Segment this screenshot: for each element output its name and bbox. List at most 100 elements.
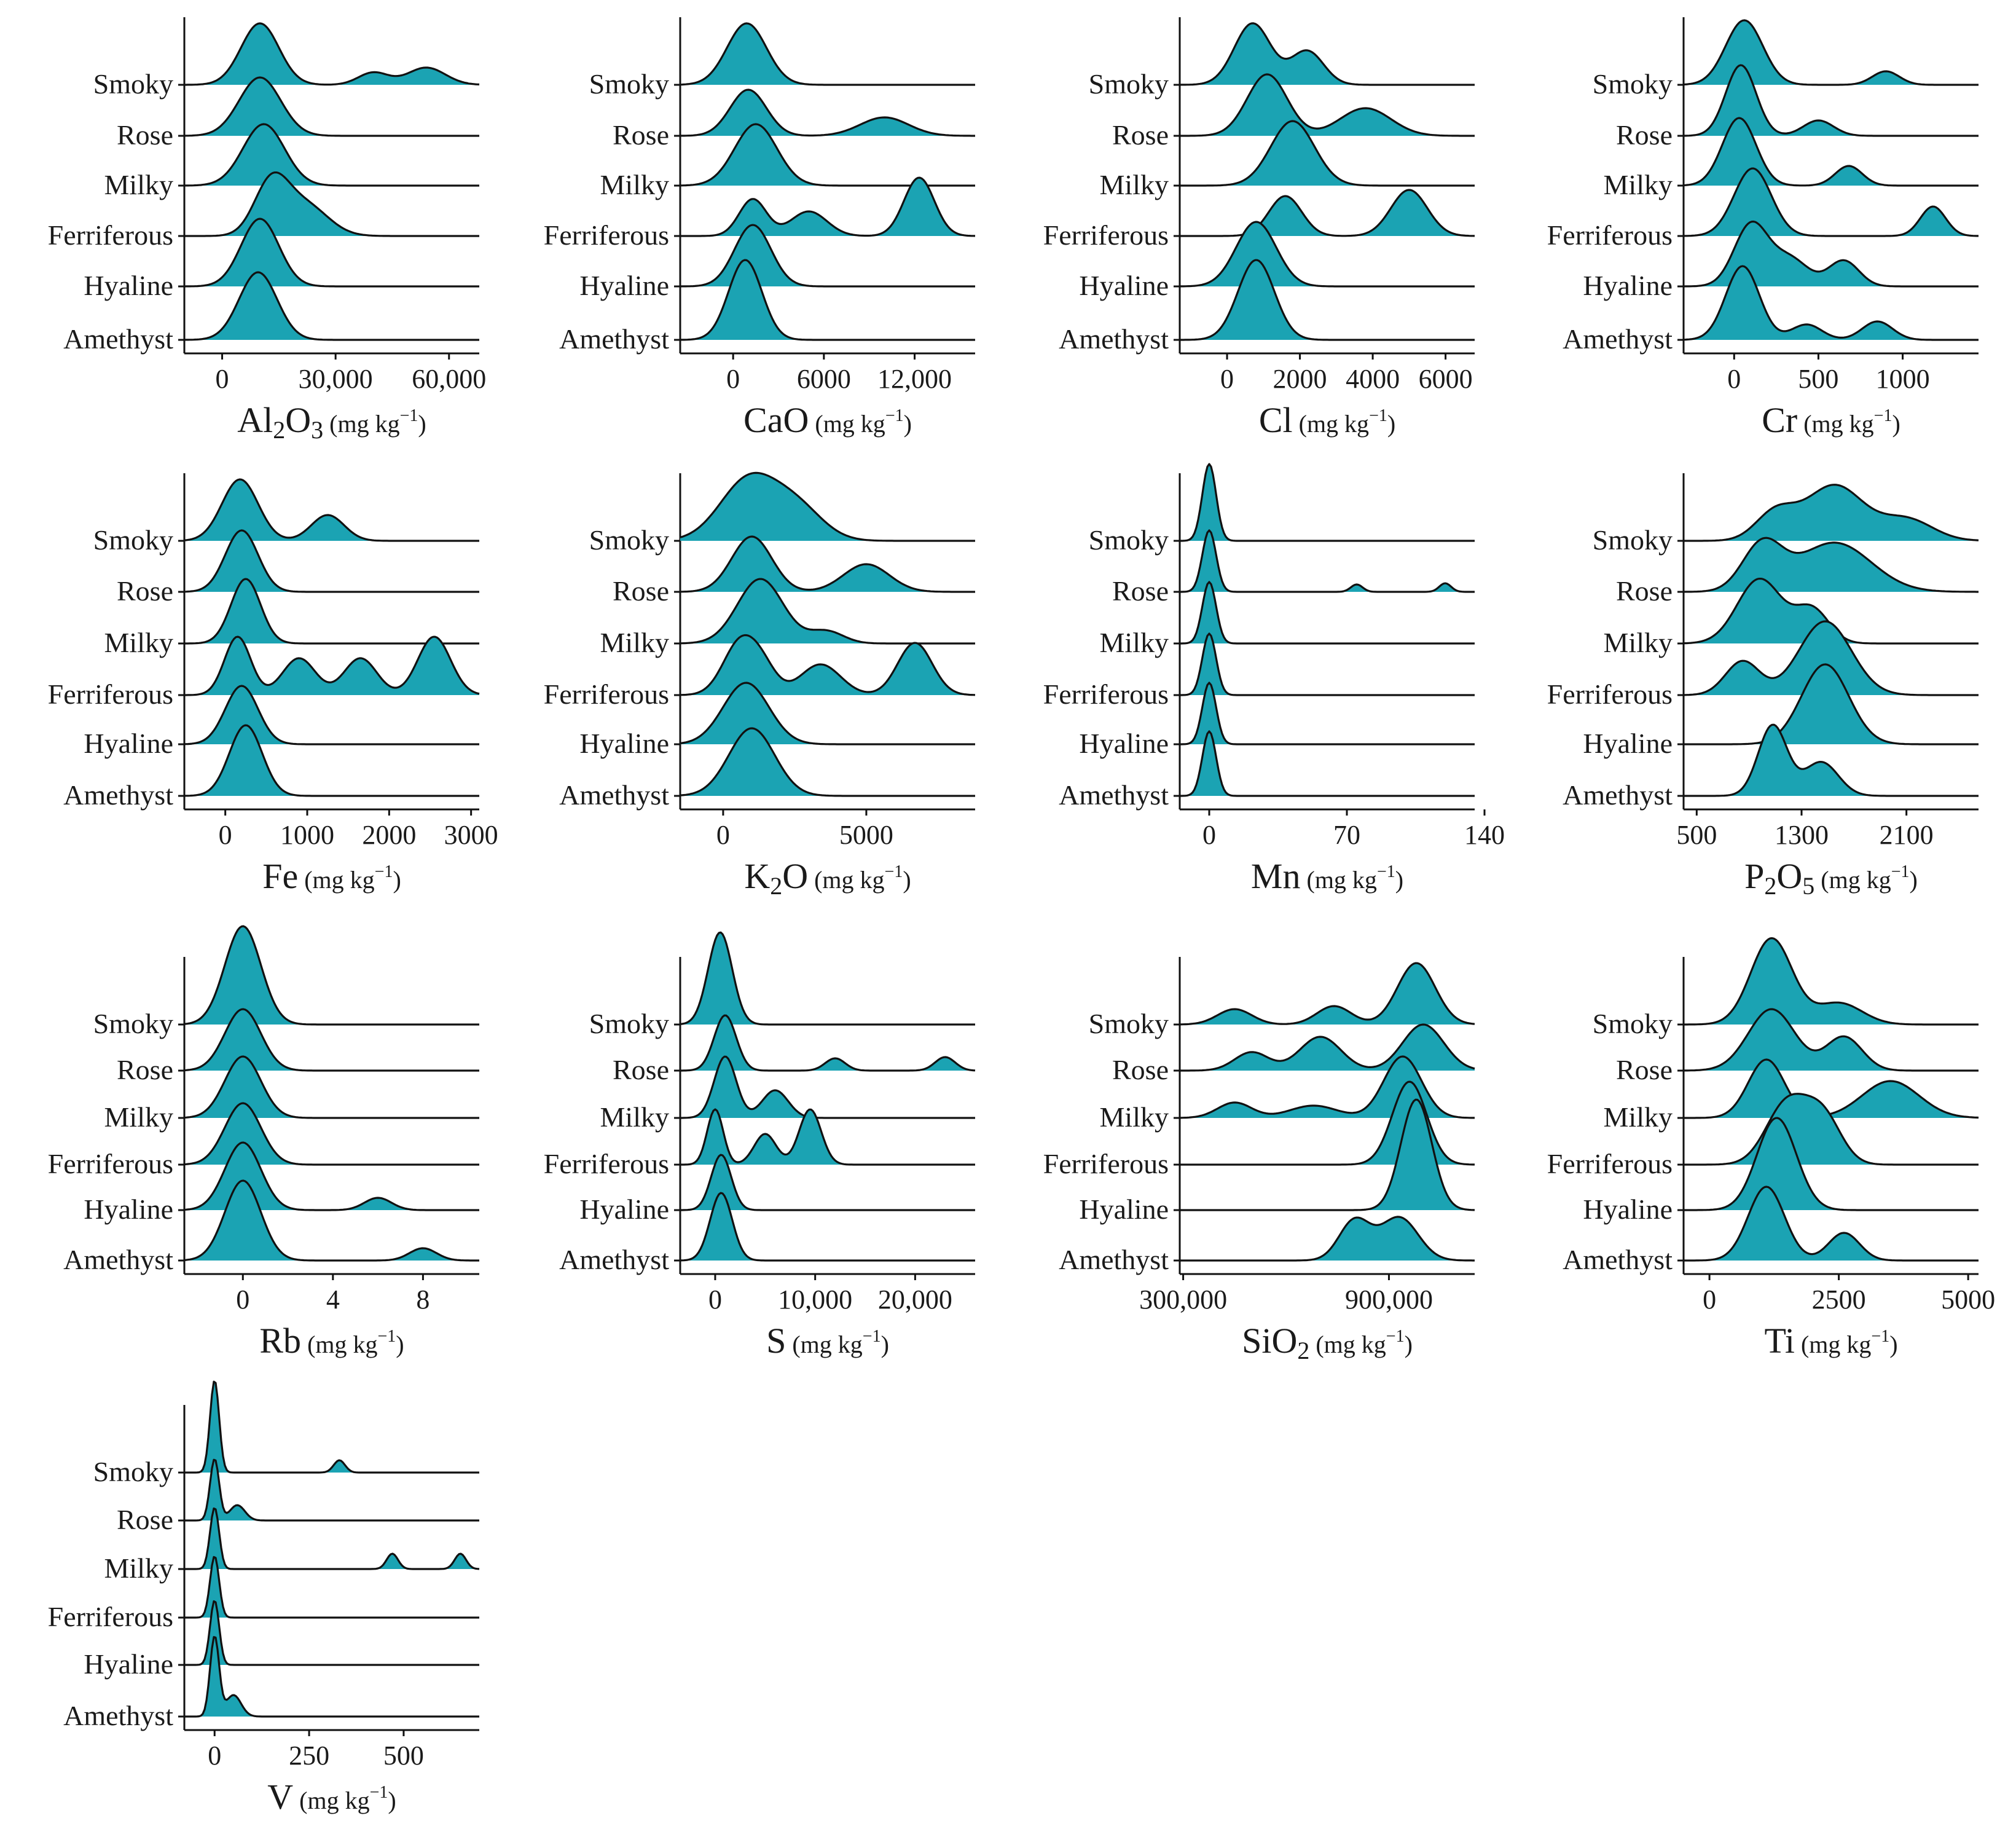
- ridge-fill-rose: [1684, 65, 1979, 136]
- ridge-fill-ferriferous: [184, 1557, 479, 1618]
- x-tick-label: 3000: [444, 820, 498, 850]
- x-tick-label: 5000: [1941, 1284, 1995, 1315]
- ridge-fill-amethyst: [680, 728, 975, 796]
- ridge-fill-rose: [680, 90, 975, 136]
- y-tick-label-amethyst: Amethyst: [1563, 1244, 1673, 1275]
- y-tick-label-hyaline: Hyaline: [1583, 1194, 1673, 1225]
- ridge-fill-hyaline: [184, 686, 479, 744]
- ridge-outline-amethyst: [1684, 1186, 1979, 1262]
- ridge-outline-smoky: [184, 22, 480, 86]
- ridge-outline-ferriferous: [184, 1556, 479, 1619]
- x-tick-label: 20,000: [878, 1284, 952, 1315]
- ridge-outline-hyaline: [1180, 1098, 1475, 1211]
- y-tick-label-ferriferous: Ferriferous: [1547, 219, 1673, 251]
- panel-p2o5: Smoky Rose Milky Ferriferous Hyaline Amethyst…: [1547, 473, 1979, 900]
- x-tick-label: 500: [1798, 364, 1838, 394]
- y-tick-label-ferriferous: Ferriferous: [1043, 678, 1169, 710]
- x-tick-label: 70: [1333, 820, 1360, 850]
- x-tick-label: 6000: [1419, 364, 1473, 394]
- y-tick-label-amethyst: Amethyst: [1059, 1244, 1169, 1275]
- y-tick-label-ferriferous: Ferriferous: [48, 678, 173, 710]
- ridge-outline-milky: [184, 123, 479, 187]
- y-tick-label-hyaline: Hyaline: [1583, 270, 1673, 301]
- ridge-fill-milky: [680, 1056, 975, 1118]
- ridge-outline-milky: [184, 1055, 479, 1119]
- ridge-fill-amethyst: [1180, 1216, 1475, 1261]
- y-tick-label-ferriferous: Ferriferous: [48, 1148, 173, 1179]
- ridge-fill-ferriferous: [1180, 190, 1475, 236]
- y-tick-label-rose: Rose: [117, 1504, 173, 1535]
- ridge-outline-amethyst: [1683, 265, 1979, 341]
- y-tick-label-hyaline: Hyaline: [579, 270, 669, 301]
- ridge-fill-rose: [1180, 74, 1475, 136]
- y-tick-label-ferriferous: Ferriferous: [1043, 219, 1169, 251]
- y-tick-label-amethyst: Amethyst: [559, 1244, 669, 1275]
- y-tick-label-smoky: Smoky: [1593, 1008, 1673, 1039]
- ridge-fill-ferriferous: [680, 178, 975, 236]
- ridge-outline-milky: [1180, 581, 1475, 645]
- ridge-outline-milky: [1683, 117, 1979, 187]
- ridge-fill-ferriferous: [680, 635, 975, 695]
- ridge-outline-ferriferous: [1683, 167, 1979, 237]
- ridge-outline-amethyst: [680, 1192, 975, 1262]
- ridge-fill-smoky: [1180, 963, 1475, 1025]
- ridge-fill-smoky: [184, 1382, 479, 1473]
- ridge-outline-ferriferous: [184, 1102, 479, 1166]
- ridge-outline-amethyst: [1180, 259, 1475, 341]
- y-tick-label-ferriferous: Ferriferous: [544, 1148, 669, 1179]
- ridge-outline-hyaline: [1683, 220, 1979, 288]
- ridge-fill-rose: [184, 1009, 479, 1071]
- ridge-fill-amethyst: [680, 260, 975, 340]
- y-tick-label-rose: Rose: [117, 1054, 173, 1085]
- x-axis-title: V (mg kg−1): [267, 1777, 396, 1817]
- ridge-outline-hyaline: [184, 218, 479, 288]
- ridge-outline-rose: [680, 88, 975, 137]
- ridge-fill-milky: [184, 124, 479, 186]
- x-axis-title: CaO (mg kg−1): [743, 400, 912, 440]
- ridge-fill-milky: [1180, 121, 1475, 186]
- ridge-outline-milky: [1684, 1058, 1979, 1119]
- ridge-fill-smoky: [184, 926, 479, 1025]
- x-tick-label: 0: [726, 364, 740, 394]
- ridge-fill-hyaline: [184, 1601, 479, 1665]
- ridge-fill-hyaline: [680, 1155, 975, 1210]
- x-tick-label: 2100: [1880, 820, 1934, 850]
- y-tick-label-ferriferous: Ferriferous: [48, 1601, 173, 1632]
- ridge-fill-ferriferous: [184, 637, 479, 695]
- ridge-outline-hyaline: [1180, 221, 1475, 288]
- ridge-fill-rose: [1684, 538, 1979, 592]
- ridge-fill-hyaline: [1684, 664, 1979, 744]
- ridge-fill-milky: [1684, 578, 1979, 643]
- panel-ti: Smoky Rose Milky Ferriferous Hyaline Amethyst…: [1547, 937, 1995, 1361]
- ridge-outline-hyaline: [1684, 1117, 1979, 1211]
- ridge-fill-milky: [680, 124, 975, 186]
- ridge-fill-smoky: [1684, 20, 1979, 85]
- y-tick-label-milky: Milky: [104, 627, 173, 658]
- y-tick-label-smoky: Smoky: [589, 68, 669, 100]
- y-tick-label-amethyst: Amethyst: [63, 323, 173, 355]
- ridge-fill-amethyst: [1684, 266, 1979, 340]
- ridge-fill-smoky: [184, 23, 479, 85]
- ridge-fill-smoky: [1684, 484, 1979, 541]
- ridge-outline-ferriferous: [1180, 189, 1475, 237]
- y-tick-label-amethyst: Amethyst: [63, 1700, 173, 1731]
- y-tick-label-milky: Milky: [104, 1552, 173, 1584]
- y-tick-label-hyaline: Hyaline: [1583, 728, 1673, 759]
- y-tick-label-rose: Rose: [1616, 119, 1673, 151]
- y-tick-label-ferriferous: Ferriferous: [544, 678, 669, 710]
- ridge-fill-rose: [1684, 1009, 1979, 1071]
- ridge-fill-rose: [184, 530, 479, 592]
- ridge-outline-ferriferous: [1180, 1080, 1475, 1166]
- x-axis-title: Mn (mg kg−1): [1251, 856, 1403, 896]
- x-axis-title: SiO2 (mg kg−1): [1242, 1321, 1413, 1364]
- y-tick-label-rose: Rose: [1112, 1054, 1169, 1085]
- y-tick-label-smoky: Smoky: [93, 524, 173, 556]
- ridge-outline-smoky: [1180, 463, 1475, 542]
- ridge-fill-ferriferous: [1684, 168, 1979, 236]
- y-tick-label-milky: Milky: [104, 169, 173, 200]
- ridge-outline-hyaline: [680, 224, 975, 288]
- ridge-outline-milky: [680, 578, 975, 645]
- ridge-fill-smoky: [184, 479, 479, 541]
- ridge-fill-rose: [680, 1015, 975, 1071]
- ridge-fill-amethyst: [680, 1193, 975, 1261]
